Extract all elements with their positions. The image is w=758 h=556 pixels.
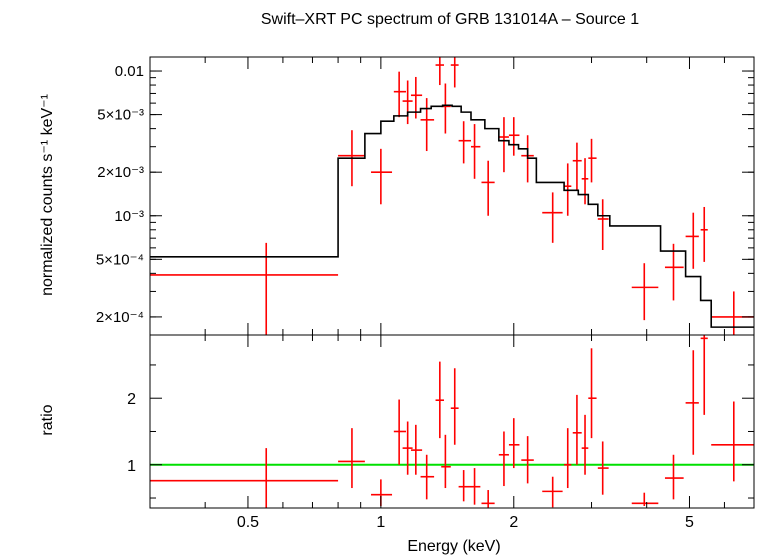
spectrum-data-layer — [150, 57, 754, 335]
ratio-point-7 — [435, 361, 445, 439]
ratio-point-10 — [458, 470, 471, 502]
ratio-point-21 — [597, 441, 609, 495]
x-tick-label: 1 — [376, 514, 385, 531]
ratio-point-18 — [572, 394, 582, 465]
spectrum-point-19 — [581, 158, 589, 205]
ratio-point-19 — [581, 414, 589, 475]
ratio-point-15 — [521, 436, 534, 484]
ratio-point-3 — [393, 399, 406, 465]
spectrum-point-24 — [685, 212, 699, 269]
ratio-point-2 — [371, 479, 393, 507]
ratio-point-24 — [685, 350, 699, 455]
spectrum-point-10 — [458, 121, 471, 164]
spectrum-point-8 — [441, 83, 451, 134]
ratio-point-22 — [631, 492, 659, 507]
ratio-axes — [149, 334, 755, 509]
model-step-line — [150, 104, 754, 328]
y-tick-label: 5×10⁻³ — [97, 107, 144, 124]
spectrum-point-9 — [450, 57, 459, 88]
ratio-ticks: 1 2 0.5 1 2 5 — [127, 335, 755, 531]
ratio-point-14 — [508, 418, 520, 469]
spectrum-point-23 — [664, 243, 684, 301]
model-step-layer — [150, 104, 754, 328]
ratio-point-26 — [711, 401, 754, 482]
spectrum-point-21 — [597, 199, 609, 250]
ratio-point-20 — [588, 348, 597, 439]
ratio-point-4 — [402, 421, 413, 475]
ratio-point-23 — [664, 454, 684, 500]
y-tick-label: 2×10⁻³ — [97, 164, 144, 181]
spectrum-point-18 — [572, 142, 582, 191]
chart-title: Swift–XRT PC spectrum of GRB 131014A – S… — [261, 11, 639, 28]
spectrum-point-3 — [393, 71, 406, 118]
ratio-panel: 1 2 0.5 1 2 5 ratio Energy (keV) — [39, 334, 755, 555]
spectrum-point-11 — [470, 124, 481, 179]
spectrum-point-25 — [700, 206, 708, 262]
spectrum-point-26 — [711, 291, 754, 335]
ratio-y-tick-label: 2 — [127, 391, 136, 408]
ratio-y-tick-label: 1 — [127, 458, 136, 475]
spectrum-point-12 — [481, 160, 495, 216]
y-axis-label-bottom: ratio — [39, 404, 56, 435]
ratio-point-12 — [481, 490, 495, 508]
x-axis-label: Energy (keV) — [407, 538, 500, 555]
ratio-point-13 — [498, 431, 509, 487]
ratio-point-25 — [700, 335, 708, 415]
spectrum-axes — [149, 56, 755, 336]
spectrum-point-14 — [508, 117, 520, 156]
spectrum-ticks: 0.01 5×10⁻³ 2×10⁻³ 10⁻³ 5×10⁻⁴ 2×10⁻⁴ — [96, 57, 755, 335]
y-tick-label: 5×10⁻⁴ — [96, 251, 144, 268]
spectrum-point-6 — [420, 98, 435, 152]
spectrum-point-13 — [498, 117, 509, 173]
spectrum-point-22 — [631, 263, 659, 321]
ratio-point-0 — [150, 448, 339, 508]
spectrum-point-4 — [402, 80, 413, 125]
ratio-point-16 — [542, 476, 563, 508]
spectrum-panel: 0.01 5×10⁻³ 2×10⁻³ 10⁻³ 5×10⁻⁴ 2×10⁻⁴ normali… — [39, 56, 755, 336]
y-tick-label: 0.01 — [115, 63, 144, 80]
ratio-point-11 — [470, 468, 481, 505]
spectrum-point-16 — [542, 192, 563, 243]
ratio-point-5 — [410, 424, 423, 475]
spectrum-frame — [149, 56, 755, 336]
x-tick-label: 5 — [685, 514, 694, 531]
spectrum-point-7 — [435, 57, 445, 86]
spectrum-point-2 — [371, 148, 393, 205]
y-tick-label: 10⁻³ — [114, 208, 144, 225]
spectrum-point-20 — [588, 138, 597, 183]
y-tick-label: 2×10⁻⁴ — [96, 309, 144, 326]
ratio-frame — [149, 334, 755, 509]
ratio-point-9 — [450, 368, 459, 445]
x-tick-label: 0.5 — [237, 514, 259, 531]
x-tick-label: 2 — [509, 514, 518, 531]
ratio-point-8 — [441, 434, 451, 489]
ratio-point-1 — [338, 428, 365, 489]
ratio-data-layer — [150, 335, 754, 508]
spectrum-point-0 — [150, 242, 339, 335]
ratio-point-6 — [420, 454, 435, 500]
ratio-point-17 — [564, 428, 572, 489]
y-axis-label-top: normalized counts s⁻¹ keV⁻¹ — [39, 94, 56, 296]
